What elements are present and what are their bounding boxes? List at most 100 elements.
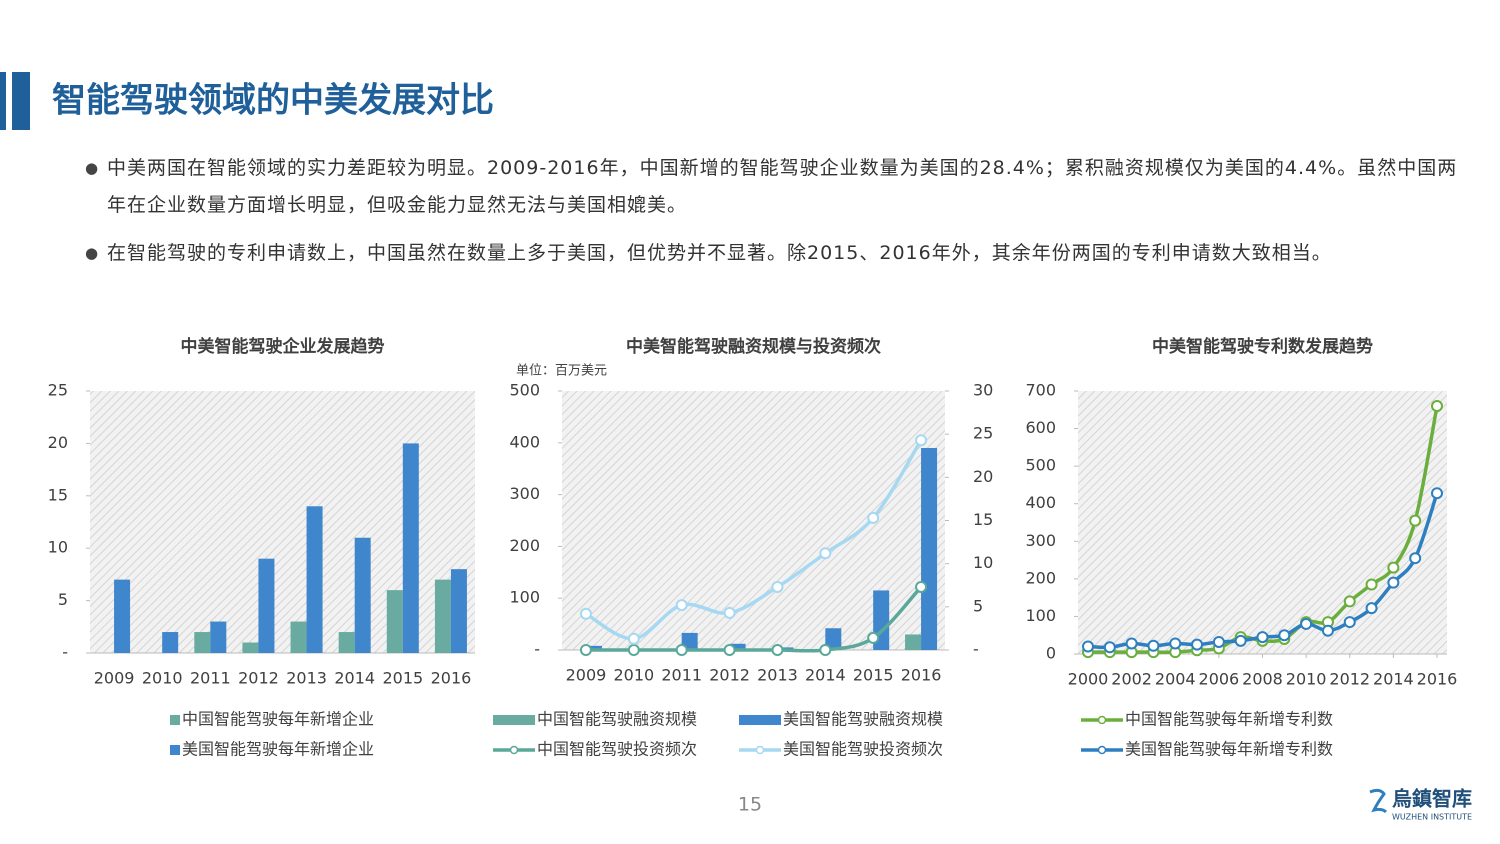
point [1431,400,1443,413]
y-tick-label: 300 [509,484,540,503]
y-tick-label: 400 [1025,493,1056,512]
point [1147,639,1160,652]
chart-title: 中美智能驾驶专利数发展趋势 [1152,336,1373,357]
point [867,631,880,644]
legend-swatch [1097,715,1107,725]
point [1343,595,1356,608]
y-tick-label: 15 [48,485,68,504]
x-tick-label: 2002 [1111,670,1152,689]
y-tick-label: 100 [509,588,540,607]
x-tick-label: 2014 [334,669,375,688]
legend-swatch [170,715,180,725]
point [771,644,784,656]
x-tick-label: 2011 [190,669,231,688]
bullet: 在智能驾驶的专利申请数上，中国虽然在数量上多于美国，但优势并不显著。除2015、… [85,235,1467,272]
point [1300,617,1313,630]
x-tick-label: 2010 [142,669,183,688]
y-tick-label: 200 [1025,568,1056,587]
bar [242,642,259,653]
x-tick-label: 2016 [1417,670,1458,689]
bar [194,632,211,653]
bar [825,628,842,650]
chart-title: 中美智能驾驶融资规模与投资频次 [626,336,881,357]
y-tick-label: - [534,640,540,659]
point [1387,561,1400,574]
point [1191,638,1204,651]
bar [162,632,179,653]
legend-swatch [170,745,180,755]
x-tick-label: 2014 [1373,670,1414,689]
legend-label: 中国智能驾驶每年新增企业 [182,710,374,729]
x-tick-label: 2012 [1329,670,1370,689]
x-tick-label: 2016 [901,666,942,685]
bar [729,643,746,650]
y-tick-label: 700 [1025,381,1056,400]
point [1343,616,1356,629]
x-tick-label: 2016 [431,669,472,688]
logo-name: 烏鎮智库 [1392,787,1472,811]
y-tick-label: 200 [509,536,540,555]
y2-tick-label: 5 [973,596,983,615]
bar [386,590,403,653]
point [867,511,880,524]
legend-label: 美国智能驾驶投资频次 [783,740,943,759]
point [915,580,928,593]
bullet: 中美两国在智能领域的实力差距较为明显。2009-2016年，中国新增的智能驾驶企… [85,150,1467,224]
y2-tick-label: 10 [973,553,993,572]
title-bar [12,72,30,130]
y2-tick-label: 30 [973,381,993,400]
chart-title: 中美智能驾驶企业发展趋势 [181,336,385,357]
y-tick-label: 400 [509,432,540,451]
legend-label: 美国智能驾驶每年新增专利数 [1125,740,1333,759]
y-tick-label: 0 [1046,644,1056,663]
point [627,644,640,656]
point [1409,552,1422,565]
point [771,580,784,593]
bar [905,634,922,650]
y-tick-label: 500 [509,381,540,400]
bar [290,621,307,653]
point [1365,578,1378,591]
x-tick-label: 2004 [1155,670,1196,689]
page-number: 15 [738,794,762,816]
y2-tick-label: 15 [973,510,993,529]
point [819,547,832,560]
legend-label: 中国智能驾驶每年新增专利数 [1125,710,1333,729]
y-tick-label: 10 [48,538,68,557]
y-tick-label: 25 [48,381,68,400]
legend-label: 中国智能驾驶投资频次 [537,740,697,759]
x-tick-label: 2014 [805,666,846,685]
y-tick-label: 300 [1025,531,1056,550]
point [1125,637,1138,650]
point [1082,640,1094,653]
bar [210,621,227,653]
point [675,644,688,656]
legend-swatch [493,715,535,725]
x-tick-label: 2012 [238,669,279,688]
logo-subtitle: WUZHEN INSTITUTE [1392,813,1472,822]
y-tick-label: 20 [48,433,68,452]
title-bar [0,72,6,130]
legend-label: 中国智能驾驶融资规模 [537,710,697,729]
y2-tick-label: - [973,640,979,659]
x-tick-label: 2012 [709,666,750,685]
legend-label: 美国智能驾驶每年新增企业 [182,740,374,759]
point [1103,641,1116,654]
point [1169,637,1182,650]
x-tick-label: 2010 [1286,670,1327,689]
y-tick-label: - [62,643,68,662]
x-tick-label: 2006 [1199,670,1240,689]
x-tick-label: 2010 [613,666,654,685]
point [1234,634,1247,647]
legend-swatch [509,745,519,755]
x-tick-label: 2009 [566,666,607,685]
legend-swatch [1097,745,1107,755]
point [1431,487,1443,500]
point [1256,631,1269,644]
point [819,644,832,656]
bar [402,443,419,653]
point [723,644,736,656]
bar [921,447,938,650]
